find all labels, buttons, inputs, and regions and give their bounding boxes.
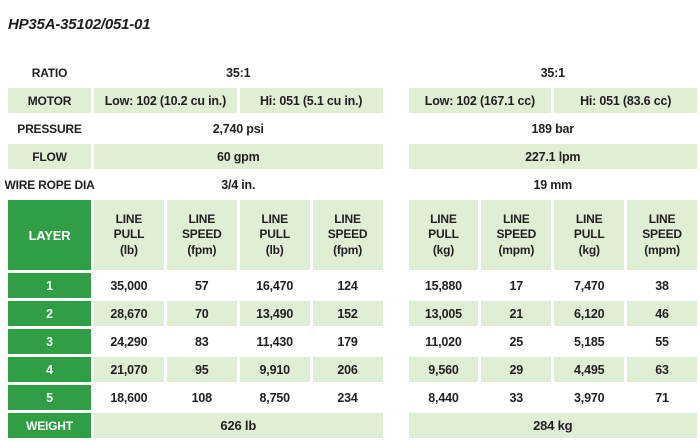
data-cell: 38 [655, 278, 669, 293]
data-cell: 9,910 [239, 357, 310, 382]
data-cell: 3,970 [574, 390, 605, 405]
data-cell: 179 [337, 334, 358, 349]
data-cell: 13,005 [408, 301, 479, 326]
spec-label-ratio: RATIO [31, 65, 68, 80]
data-cell: 71 [655, 390, 669, 405]
column-header-line-speed-mpm-low: LINE SPEED (mpm) [481, 200, 552, 270]
data-cell: 8,750 [259, 390, 290, 405]
data-cell: 21,070 [94, 357, 164, 382]
layer-cell: 5 [8, 385, 91, 410]
data-cell: 35,000 [110, 278, 148, 293]
data-cell: 6,120 [554, 301, 625, 326]
data-cell: 46 [627, 301, 697, 326]
weight-label: WEIGHT [8, 413, 91, 438]
layer-cell: 1 [8, 273, 91, 298]
data-cell: 33 [509, 390, 524, 405]
spec-label-wire-rope-dia: WIRE ROPE DIA [4, 177, 95, 192]
spec-value-motor-metric-hi: Hi: 051 (83.6 cc) [554, 88, 697, 113]
data-cell: 25 [509, 334, 524, 349]
column-header-line-speed-fpm-hi: LINE SPEED (fpm) [312, 200, 383, 270]
data-cell: 206 [312, 357, 383, 382]
data-cell: 7,470 [574, 278, 605, 293]
column-header-line-pull-kg-low: LINE PULL (kg) [408, 200, 479, 270]
data-cell: 95 [166, 357, 237, 382]
layer-cell: 3 [8, 329, 91, 354]
data-cell: 9,560 [408, 357, 479, 382]
weight-value-imperial: 626 lb [94, 413, 383, 438]
data-cell: 8,440 [428, 390, 459, 405]
layer-column-header: LAYER [8, 200, 91, 270]
data-cell: 11,430 [256, 334, 294, 349]
data-cell: 15,880 [424, 278, 462, 293]
spec-label-flow: FLOW [8, 144, 91, 169]
spec-value-motor-metric-low: Low: 102 (167.1 cc) [408, 88, 552, 113]
data-cell: 63 [627, 357, 697, 382]
data-cell: 18,600 [110, 390, 148, 405]
spec-value-flow-imperial: 60 gpm [94, 144, 383, 169]
spec-value-wire-rope-metric: 19 mm [533, 177, 573, 192]
data-cell: 152 [312, 301, 383, 326]
model-title: HP35A-35102/051-01 [8, 16, 151, 33]
data-cell: 29 [481, 357, 552, 382]
spec-value-ratio-imperial: 35:1 [226, 65, 251, 80]
data-cell: 16,470 [256, 278, 294, 293]
layer-cell: 4 [8, 357, 91, 382]
data-cell: 13,490 [239, 301, 310, 326]
spec-value-motor-imperial-low: Low: 102 (10.2 cu in.) [94, 88, 237, 113]
weight-value-metric: 284 kg [408, 413, 697, 438]
spec-value-pressure-imperial: 2,740 psi [212, 121, 264, 136]
data-cell: 234 [337, 390, 358, 405]
spec-value-flow-metric: 227.1 lpm [408, 144, 697, 169]
data-cell: 57 [195, 278, 209, 293]
spec-value-pressure-metric: 189 bar [531, 121, 575, 136]
data-cell: 124 [337, 278, 358, 293]
layer-cell: 2 [8, 301, 91, 326]
column-header-line-pull-lb-hi: LINE PULL (lb) [239, 200, 310, 270]
data-cell: 11,020 [425, 334, 462, 349]
data-cell: 4,495 [554, 357, 625, 382]
data-cell: 24,290 [110, 334, 148, 349]
spec-label-pressure: PRESSURE [17, 121, 82, 136]
data-cell: 70 [166, 301, 237, 326]
column-header-line-pull-lb-low: LINE PULL (lb) [94, 200, 164, 270]
column-header-line-speed-fpm-low: LINE SPEED (fpm) [166, 200, 237, 270]
column-header-line-pull-kg-hi: LINE PULL (kg) [554, 200, 625, 270]
data-cell: 28,670 [94, 301, 164, 326]
spec-value-wire-rope-imperial: 3/4 in. [221, 177, 256, 192]
spec-value-ratio-metric: 35:1 [540, 65, 565, 80]
data-cell: 55 [655, 334, 669, 349]
data-cell: 108 [191, 390, 212, 405]
data-cell: 17 [509, 278, 524, 293]
spec-table: RATIO 35:1 35:1 MOTOR Low: 102 (10.2 cu … [4, 60, 697, 438]
spec-label-motor: MOTOR [8, 88, 91, 113]
spec-value-motor-imperial-hi: Hi: 051 (5.1 cu in.) [239, 88, 383, 113]
column-header-line-speed-mpm-hi: LINE SPEED (mpm) [627, 200, 697, 270]
data-cell: 21 [481, 301, 552, 326]
data-cell: 5,185 [574, 334, 605, 349]
data-cell: 83 [195, 334, 209, 349]
